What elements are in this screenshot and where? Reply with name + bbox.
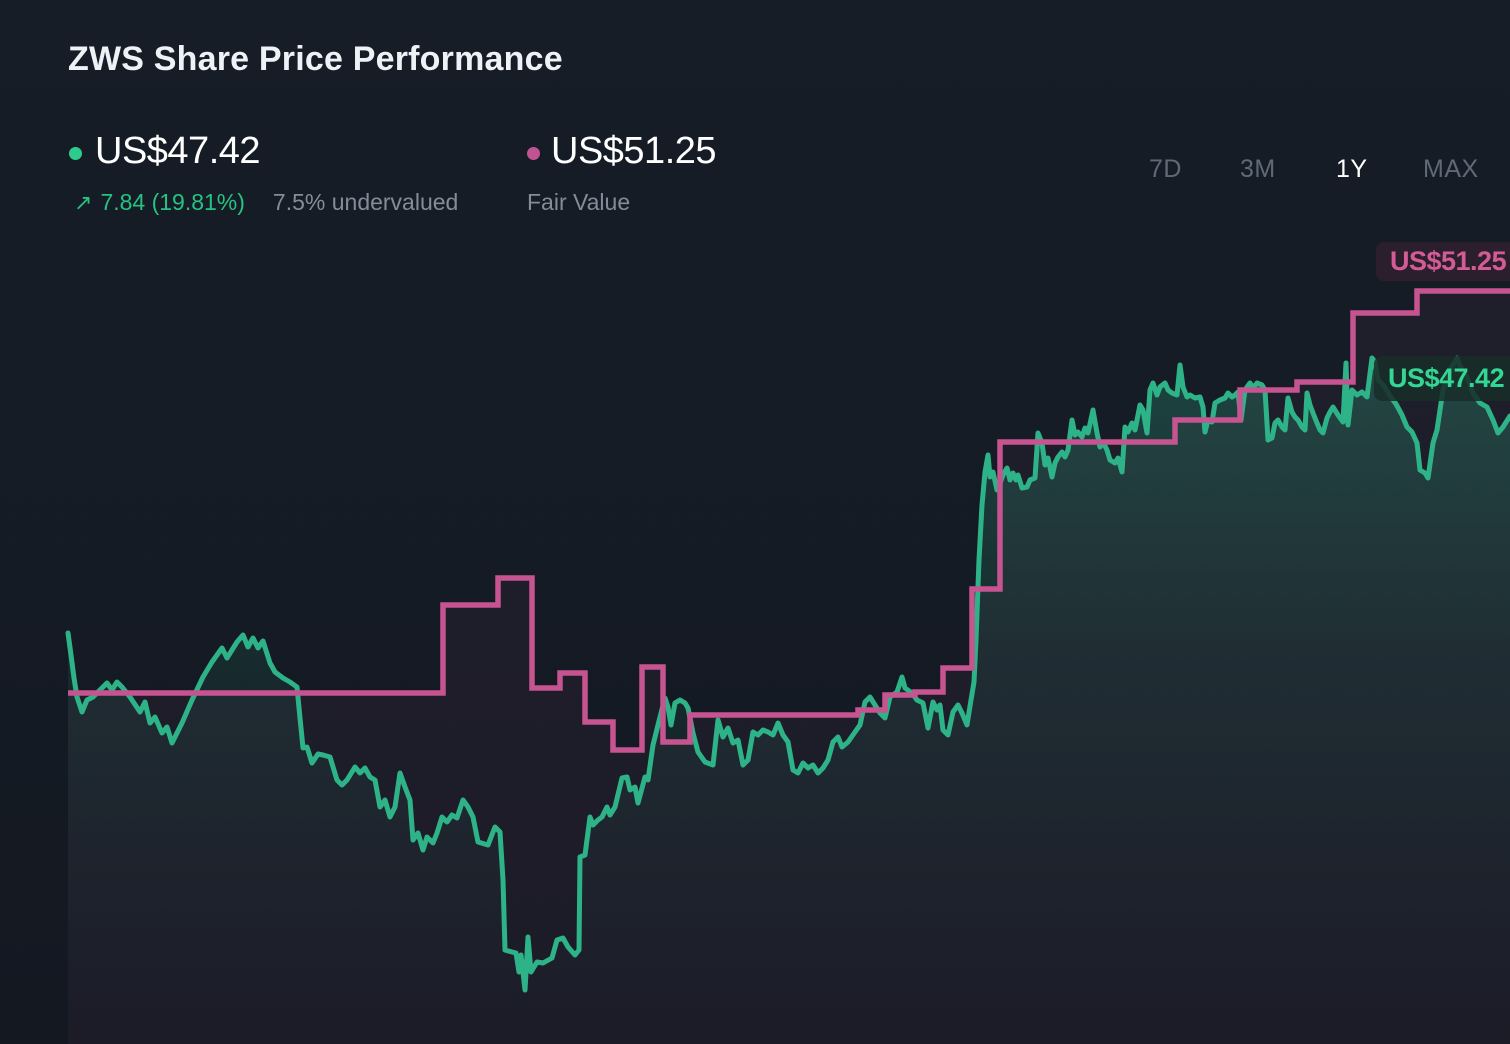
fair-value-dot-icon [527, 147, 540, 160]
up-right-arrow-icon: ↗ [74, 190, 93, 215]
range-button-3m[interactable]: 3M [1240, 155, 1276, 183]
share-price-dot-icon [69, 147, 82, 160]
price-change-row: ↗ 7.84 (19.81%) 7.5% undervalued [74, 189, 458, 216]
current-price-value: US$47.42 [95, 130, 261, 172]
range-button-max[interactable]: MAX [1423, 155, 1479, 183]
fair-value-amount: US$51.25 [551, 130, 717, 172]
share-price-area [68, 358, 1510, 1044]
fair-value-line [68, 288, 1510, 753]
range-button-7d[interactable]: 7D [1149, 155, 1182, 183]
fair-value-flag: US$51.25 [1376, 242, 1510, 281]
range-button-1y[interactable]: 1Y [1336, 155, 1368, 183]
fair-value-label: Fair Value [527, 189, 631, 215]
share-price-flag: US$47.42 [1374, 356, 1510, 401]
valuation-label: 7.5% undervalued [272, 189, 459, 215]
page-title: ZWS Share Price Performance [68, 40, 563, 78]
price-change: 7.84 (19.81%) [100, 189, 245, 215]
